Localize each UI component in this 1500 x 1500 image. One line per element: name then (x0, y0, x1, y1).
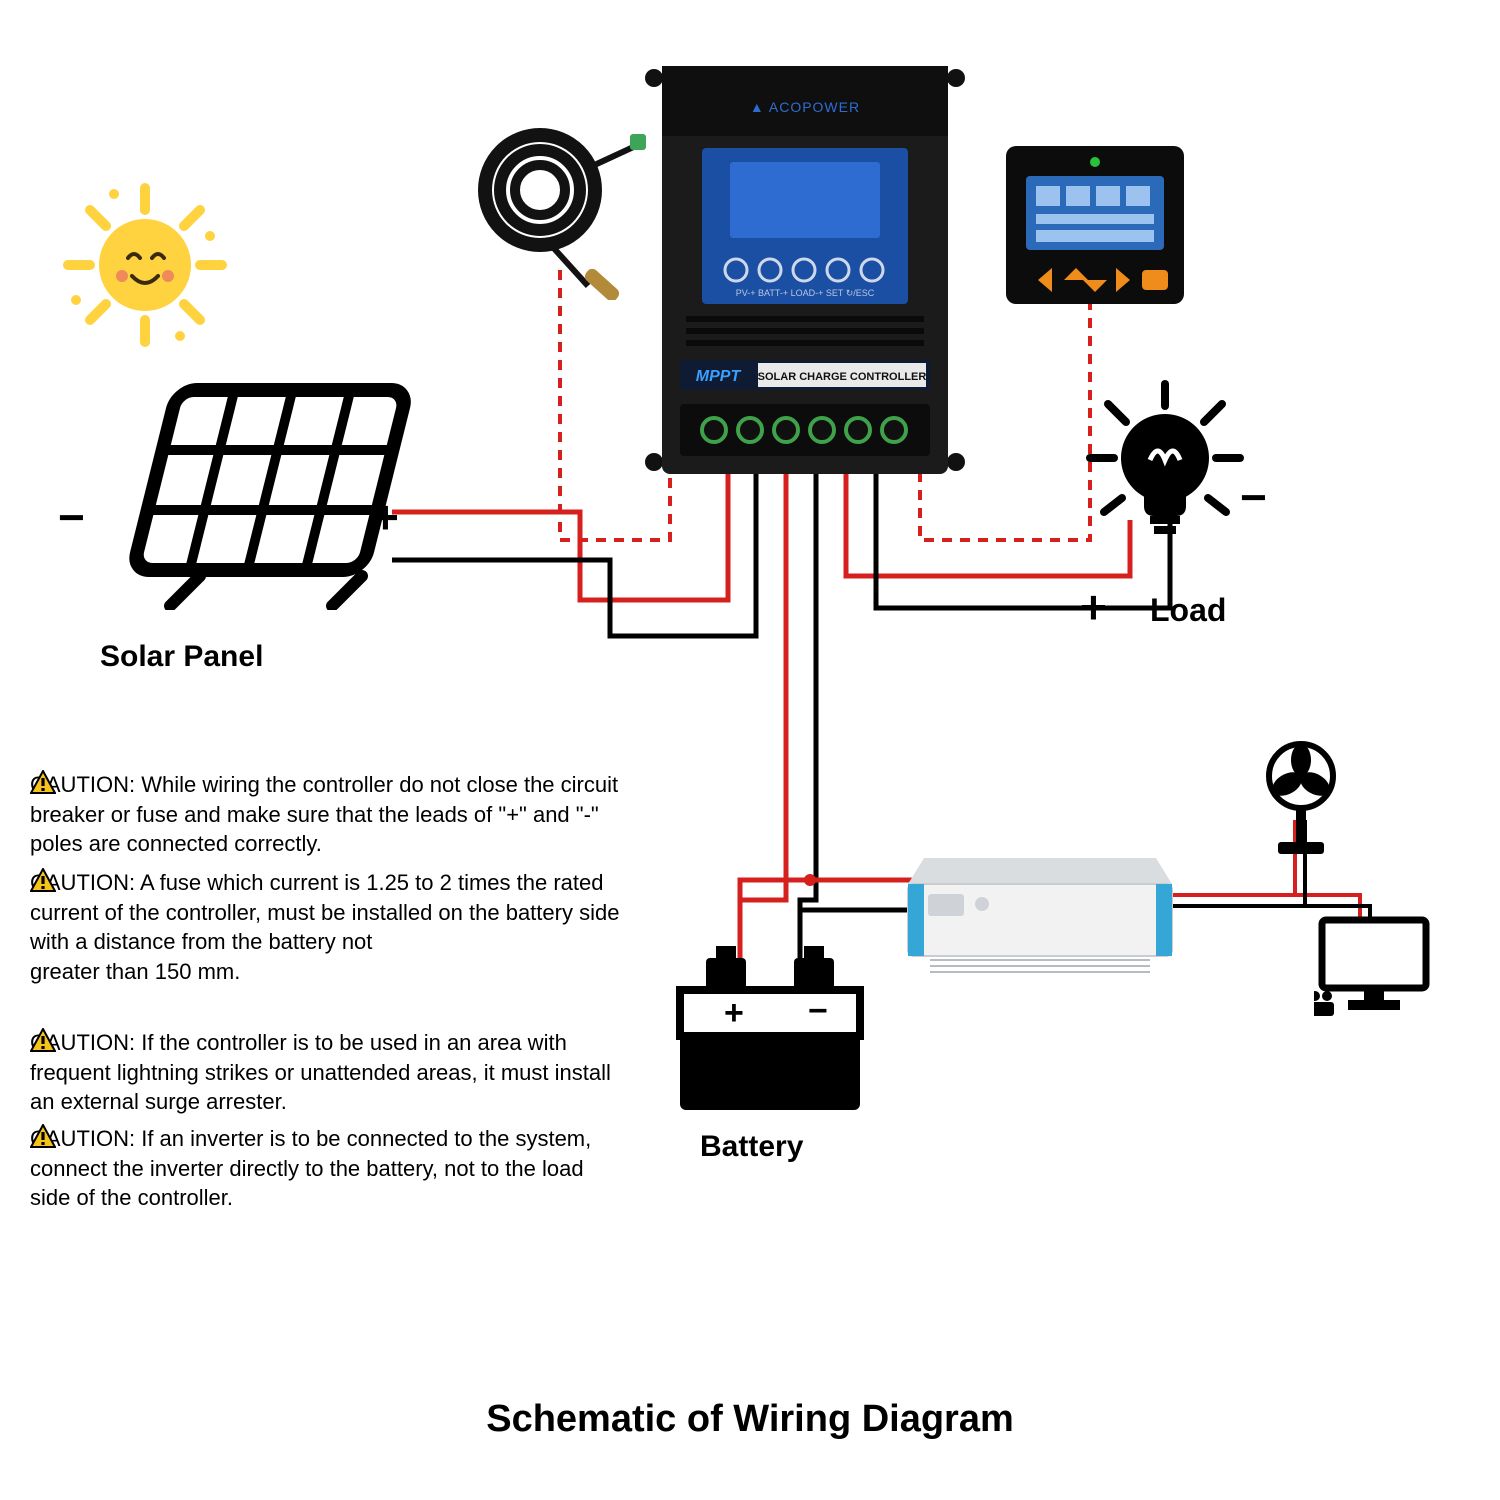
battery-label: Battery (700, 1130, 803, 1164)
warning-icon (30, 1028, 56, 1052)
caution-4: CAUTION: If an inverter is to be connect… (30, 1124, 620, 1213)
svg-text:+: + (724, 994, 744, 1032)
svg-text:−: − (808, 992, 828, 1030)
battery-icon: + − (670, 940, 870, 1120)
svg-text:SOLAR CHARGE CONTROLLER: SOLAR CHARGE CONTROLLER (758, 371, 927, 383)
load-minus: − (1240, 470, 1267, 524)
svg-text:▲ ACOPOWER: ▲ ACOPOWER (750, 99, 860, 115)
caution-1: CAUTION: While wiring the controller do … (30, 770, 620, 859)
warning-icon (30, 1124, 56, 1148)
caution-text-4: CAUTION: If an inverter is to be connect… (30, 1124, 620, 1213)
panel-minus: − (58, 490, 85, 544)
svg-text:MPPT: MPPT (696, 368, 742, 385)
diagram-canvas: − + Solar Panel ▲ ACOPOWER PV-+ BATT-+ L… (0, 0, 1500, 1500)
caution-text-2: CAUTION: A fuse which current is 1.25 to… (30, 868, 620, 987)
solar-panel-label: Solar Panel (100, 640, 263, 674)
fan-icon (1256, 740, 1346, 860)
mppt-controller: ▲ ACOPOWER PV-+ BATT-+ LOAD-+ SET ↻/ESC … (640, 60, 970, 480)
caution-text-3: CAUTION: If the controller is to be used… (30, 1028, 620, 1117)
load-plus: + (1080, 580, 1107, 634)
panel-plus: + (372, 490, 399, 544)
load-label: Load (1150, 592, 1226, 629)
sensor-cable-icon (470, 120, 650, 300)
monitor-icon (1314, 912, 1434, 1022)
svg-text:PV-+ BATT-+ LOAD-+ SET: PV-+ BATT-+ LOAD-+ SET ↻/ESC (736, 288, 875, 298)
sun-icon (60, 180, 230, 350)
warning-icon (30, 868, 56, 892)
remote-meter (1000, 140, 1190, 310)
warning-icon (30, 770, 56, 794)
lightbulb-icon (1080, 380, 1250, 580)
caution-3: CAUTION: If the controller is to be used… (30, 1028, 620, 1117)
caution-2: CAUTION: A fuse which current is 1.25 to… (30, 868, 620, 987)
caution-text-1: CAUTION: While wiring the controller do … (30, 770, 620, 859)
diagram-title: Schematic of Wiring Diagram (0, 1398, 1500, 1441)
inverter-icon (900, 840, 1180, 990)
